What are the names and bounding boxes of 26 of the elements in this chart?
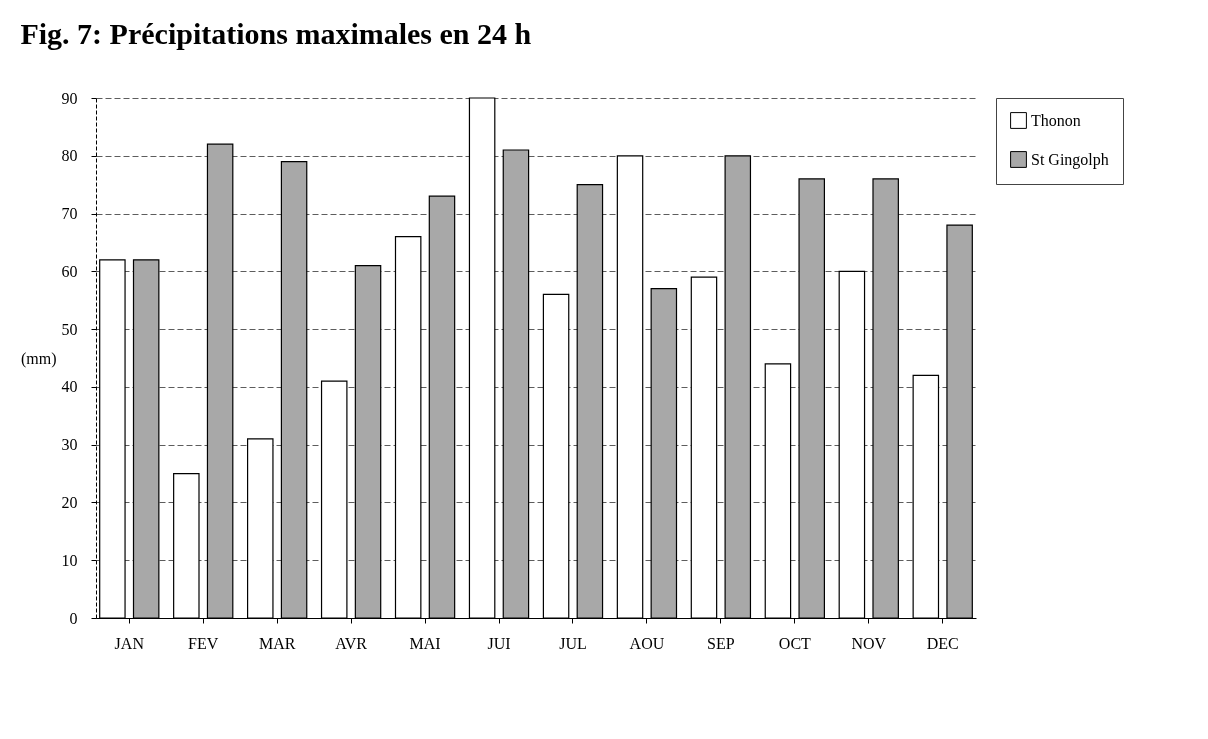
x-tick-label: MAR <box>258 634 296 652</box>
x-tick-label: AVR <box>335 634 368 652</box>
x-tick-label: JUL <box>559 634 587 652</box>
x-tick-label: OCT <box>778 634 812 652</box>
y-tick-label: 20 <box>61 493 78 511</box>
x-tick-label: SEP <box>707 634 735 652</box>
y-tick-label: 0 <box>69 609 78 627</box>
y-tick-label: 40 <box>61 378 78 396</box>
y-tick-label: 50 <box>61 320 78 338</box>
y-tick-label: 70 <box>61 205 78 223</box>
x-tick-label: DEC <box>926 634 959 652</box>
legend-label: St Gingolph <box>1031 150 1109 169</box>
y-tick-label: 60 <box>61 262 78 280</box>
y-axis-title: (mm) <box>20 349 57 368</box>
y-tick-label: 80 <box>61 147 78 165</box>
legend-label: Thonon <box>1031 111 1081 129</box>
y-tick-label: 90 <box>61 89 78 107</box>
x-tick-label: FEV <box>188 634 219 652</box>
y-tick-label: 10 <box>61 551 78 569</box>
x-tick-label: JUI <box>487 634 511 652</box>
x-tick-label: AOU <box>629 634 665 652</box>
chart-title: Fig. 7: Précipitations maximales en 24 h <box>20 17 532 50</box>
x-tick-label: JAN <box>114 634 145 652</box>
y-tick-label: 30 <box>61 436 78 454</box>
x-tick-label: MAI <box>409 634 441 652</box>
x-tick-label: NOV <box>851 634 887 652</box>
